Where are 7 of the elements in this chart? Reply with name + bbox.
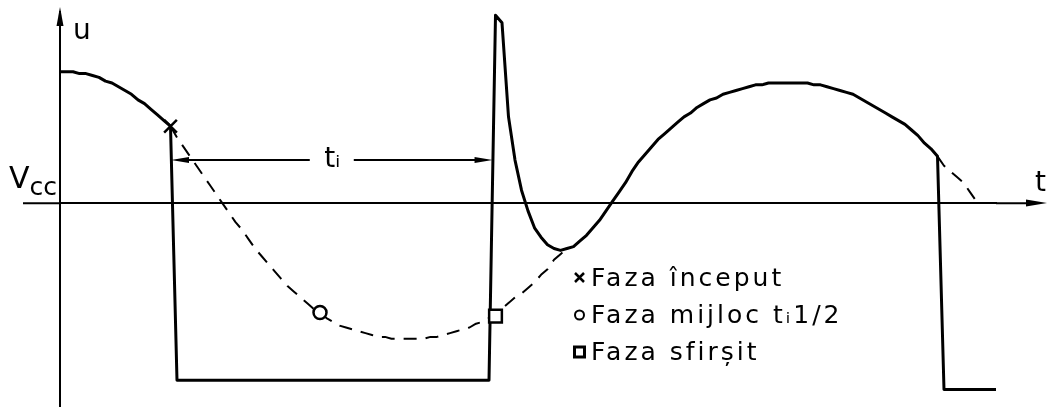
x-axis-title: t — [1035, 165, 1046, 199]
legend-label: Faza început — [591, 263, 785, 292]
legend-label: Faza mijloc tᵢ1/2 — [591, 300, 843, 329]
text: V$_{cc}$ — [8, 160, 57, 202]
legend-label: Faza sfirșit — [591, 337, 760, 366]
annotation: tᵢ — [324, 141, 341, 175]
y-axis-title: u — [73, 12, 91, 46]
